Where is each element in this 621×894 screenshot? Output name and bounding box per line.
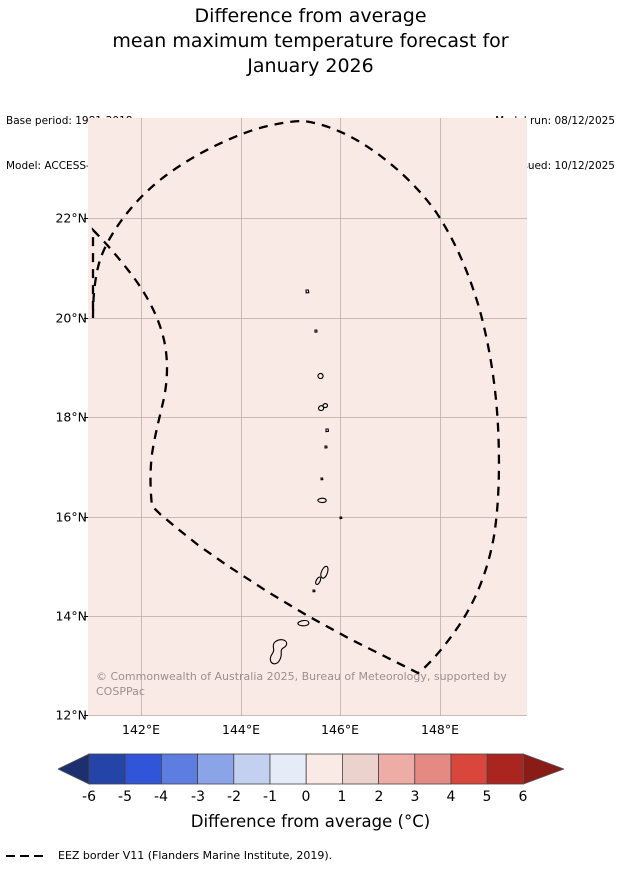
island-outline-guam: [269, 639, 288, 665]
gridline-18n: [88, 417, 527, 418]
ytick-mark-22n: [84, 218, 88, 219]
colorbar-bin-4-5: [450, 753, 488, 785]
island-outline-asuncion: [314, 329, 318, 333]
footer-legend: EEZ border V11 (Flanders Marine Institut…: [6, 849, 332, 862]
cbtick--3: -3: [191, 789, 205, 805]
xtick-label-148e: 148°E: [420, 722, 460, 737]
xtick-label-144e: 144°E: [221, 722, 261, 737]
ytick-mark-14n: [84, 616, 88, 617]
cbtick--5: -5: [118, 789, 132, 805]
colorbar-bin--3--2: [197, 753, 235, 785]
gridline-12n: [88, 715, 527, 716]
footer-legend-text: EEZ border V11 (Flanders Marine Institut…: [58, 849, 333, 862]
island-outline-medinilla: [339, 516, 343, 520]
copyright-text: © Commonwealth of Australia 2025, Bureau…: [96, 670, 507, 698]
island-outline-guguan: [324, 445, 328, 449]
title-line-1: Difference from average: [194, 5, 427, 27]
dashed-line-icon: [6, 854, 52, 857]
island-outline-anatahan: [317, 497, 327, 504]
colorbar-bin-5-6: [486, 753, 524, 785]
ytick-label-20n: 20°N: [55, 310, 87, 326]
gridline-14n: [88, 616, 527, 617]
island-outline-farallon: [305, 289, 310, 294]
colorbar-bin--4--3: [161, 753, 199, 785]
colorbar-bin-3-4: [414, 753, 452, 785]
cbtick--6: -6: [82, 789, 96, 805]
cbtick-1: 1: [337, 789, 347, 805]
map-plot-area: © Commonwealth of Australia 2025, Bureau…: [88, 118, 527, 716]
ytick-label-12n: 12°N: [55, 707, 87, 723]
colorbar-bin-1-2: [341, 753, 379, 785]
colorbar-bin--2--1: [233, 753, 271, 785]
ytick-label-18n: 18°N: [55, 409, 87, 425]
cbtick--1: -1: [263, 789, 277, 805]
cbtick-2: 2: [374, 789, 384, 805]
cbtick-0: 0: [301, 789, 311, 805]
colorbar-extend-low: [58, 753, 90, 785]
eez-border-path: [91, 119, 501, 675]
island-outline-sarigan: [320, 477, 324, 481]
gridline-22n: [88, 218, 527, 219]
island-outline-aguijan: [312, 589, 316, 593]
ytick-label-16n: 16°N: [55, 509, 87, 525]
page-title: Difference from average mean maximum tem…: [0, 4, 621, 79]
xtick-label-142e: 142°E: [121, 722, 161, 737]
colorbar-bin--5--4: [124, 753, 162, 785]
title-line-3: January 2026: [247, 55, 374, 77]
island-outline-tinian: [315, 576, 322, 585]
colorbar-bin--1-0: [269, 753, 307, 785]
colorbar-swatches: [58, 753, 564, 785]
map-vector-layer: [91, 119, 501, 675]
island-outline-pagan: [317, 403, 328, 412]
island-outline-alamagan: [325, 428, 329, 433]
cbtick-5: 5: [482, 789, 492, 805]
cbtick-6: 6: [518, 789, 528, 805]
ytick-mark-16n: [84, 517, 88, 518]
cbtick-3: 3: [410, 789, 420, 805]
gridline-16n: [88, 517, 527, 518]
island-outline-saipan: [320, 565, 329, 579]
colorbar-bin-0-1: [305, 753, 343, 785]
xtick-label-146e: 146°E: [320, 722, 360, 737]
ytick-mark-18n: [84, 417, 88, 418]
ytick-mark-12n: [84, 715, 88, 716]
colorbar-extend-high: [522, 753, 564, 785]
island-outline-agrihan: [317, 372, 324, 380]
title-line-2: mean maximum temperature forecast for: [112, 30, 509, 52]
island-outline-rota: [297, 619, 310, 627]
colorbar: [58, 752, 564, 786]
gridline-20n: [88, 318, 527, 319]
cbtick-4: 4: [446, 789, 456, 805]
ytick-mark-20n: [84, 318, 88, 319]
ytick-label-22n: 22°N: [55, 210, 87, 226]
cbtick--2: -2: [227, 789, 241, 805]
ytick-label-14n: 14°N: [55, 608, 87, 624]
colorbar-axis-label: Difference from average (°C): [190, 812, 431, 831]
colorbar-bin--6--5: [88, 753, 126, 785]
cbtick--4: -4: [154, 789, 168, 805]
colorbar-bin-2-3: [378, 753, 416, 785]
